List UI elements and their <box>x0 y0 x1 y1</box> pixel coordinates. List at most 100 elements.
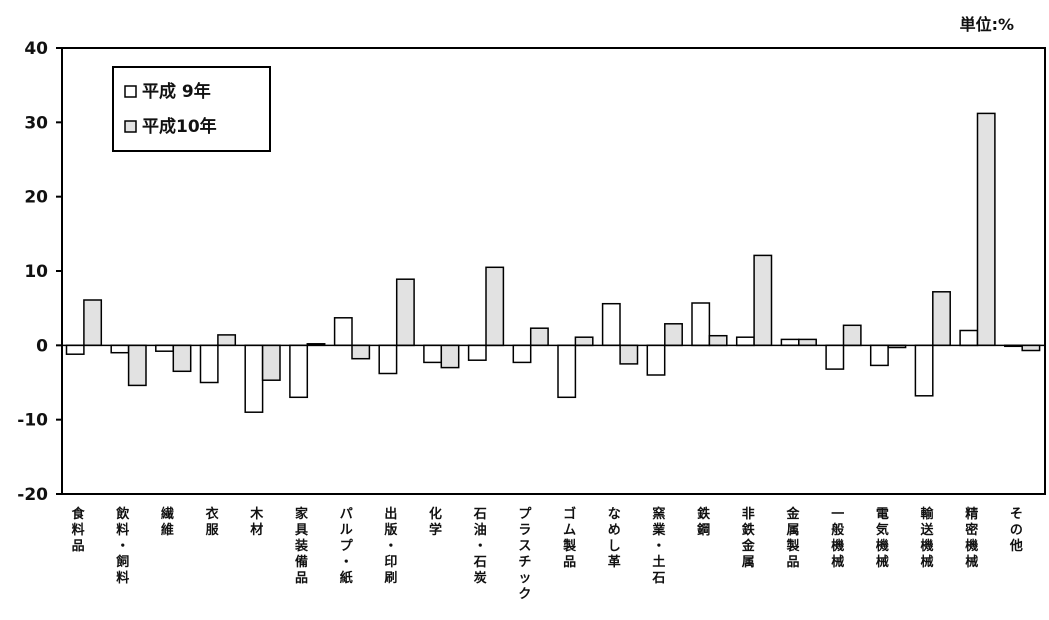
x-tick-label-char: 業 <box>651 522 666 538</box>
x-tick-label-char: 服 <box>206 523 220 538</box>
x-tick-label-char: 版 <box>384 522 397 538</box>
bar <box>512 344 532 364</box>
x-tick-label: その他 <box>1009 507 1023 554</box>
x-tick-label-char: 料 <box>72 522 85 538</box>
x-tick-label-char: ・ <box>474 539 487 554</box>
bar <box>735 336 755 347</box>
x-tick-label: 化学 <box>429 506 442 538</box>
x-tick-label-char: 石 <box>473 555 487 570</box>
bar <box>664 323 683 347</box>
x-tick-label-char: プ <box>340 539 354 554</box>
x-tick-label-char: パ <box>340 507 353 522</box>
x-tick-label-char: 他 <box>1009 538 1023 554</box>
legend-swatch-heisei10 <box>124 120 137 133</box>
x-tick-label-char: 革 <box>608 554 621 570</box>
x-tick-label-char: 衣 <box>206 506 219 522</box>
x-tick-label-char: 金 <box>785 506 800 522</box>
x-tick-label-char: 料 <box>116 522 129 538</box>
x-tick-label-char: 紙 <box>340 570 353 586</box>
unit-label: 単位:% <box>960 15 1014 34</box>
x-tick-label-char: め <box>608 523 621 538</box>
bar <box>333 317 353 347</box>
bar <box>110 344 130 354</box>
x-tick-label-char: 備 <box>295 554 308 570</box>
bar <box>842 324 862 347</box>
x-tick-label-char: 品 <box>563 555 576 570</box>
x-tick-label-char: 機 <box>831 538 844 554</box>
x-tick-label-char: し <box>608 539 621 554</box>
x-tick-label-char: 械 <box>965 554 978 570</box>
bar <box>825 344 845 370</box>
x-tick-label-char: 機 <box>965 538 978 554</box>
bar <box>574 336 594 347</box>
bar <box>959 329 979 347</box>
bar <box>65 344 85 355</box>
bar <box>83 299 103 347</box>
y-tick-label: 30 <box>24 113 48 133</box>
bar <box>261 344 281 381</box>
bar <box>646 344 666 376</box>
x-tick-label-char: 品 <box>295 571 308 586</box>
bar <box>798 338 817 347</box>
legend-box <box>112 66 271 152</box>
x-tick-label-char: 炭 <box>474 570 487 586</box>
x-tick-label-char: ・ <box>384 539 397 554</box>
x-tick-label-char: 食 <box>72 506 86 522</box>
x-tick-label-char: 精 <box>965 506 978 522</box>
x-tick-label-char: 械 <box>920 554 933 570</box>
x-tick-label-char: 械 <box>876 554 889 570</box>
legend-label-heisei9: 平成 9年 <box>142 81 211 102</box>
bar <box>529 327 549 347</box>
bar <box>423 344 443 364</box>
x-tick-label-char: 品 <box>786 555 799 570</box>
x-tick-label-char: 学 <box>429 522 442 538</box>
x-tick-label-char: 刷 <box>384 571 397 586</box>
bar <box>753 254 773 347</box>
x-tick-label-char: 装 <box>294 538 308 554</box>
x-tick-label-char: 出 <box>384 506 397 522</box>
x-tick-label: 鉄鋼 <box>696 506 710 538</box>
y-tick-label: -20 <box>17 485 48 505</box>
x-tick-label-char: 窯 <box>652 506 665 522</box>
category-labels-group: 食料品飲料・飼料繊維衣服木材家具装備品パルプ・紙出版・印刷化学石油・石炭プラスチ… <box>72 506 1023 602</box>
x-tick-label-char: 繊 <box>161 506 174 522</box>
x-tick-label-char: 気 <box>876 522 889 538</box>
bar <box>914 344 934 397</box>
x-tick-label-char: 土 <box>652 554 665 570</box>
y-tick-label: 10 <box>24 262 48 282</box>
axes-group: 40 30 20 10 0 -10 -20 <box>17 39 1045 505</box>
bar <box>172 344 192 373</box>
x-tick-label-char: 化 <box>429 506 442 522</box>
x-tick-label: 出版・印刷 <box>384 506 397 586</box>
x-tick-label-char: 製 <box>785 538 799 554</box>
legend: 平成 9年 平成10年 <box>112 66 271 152</box>
x-tick-label-char: 鉄 <box>697 506 710 522</box>
x-tick-label-char: 具 <box>295 523 308 538</box>
x-tick-label-char: 維 <box>161 522 174 538</box>
x-tick-label-char: 木 <box>249 506 264 522</box>
x-tick-label-char: 般 <box>831 522 844 538</box>
bar <box>976 112 996 347</box>
x-tick-label-char: 機 <box>876 538 889 554</box>
x-tick-label-char: 属 <box>742 555 755 570</box>
bar <box>351 344 371 360</box>
x-tick-label-char: な <box>608 507 621 522</box>
x-tick-label: 石油・石炭 <box>473 507 487 586</box>
x-tick-label-char: 飼 <box>115 554 129 570</box>
bar <box>467 344 487 361</box>
x-tick-label-char: プ <box>518 507 532 522</box>
bar <box>217 334 237 347</box>
x-tick-label-char: 製 <box>562 538 576 554</box>
x-tick-label-char: 機 <box>920 538 933 554</box>
x-tick-label-char: 材 <box>250 522 263 538</box>
x-tick-label-char: 金 <box>741 538 756 554</box>
x-tick-label-char: 密 <box>964 522 978 538</box>
